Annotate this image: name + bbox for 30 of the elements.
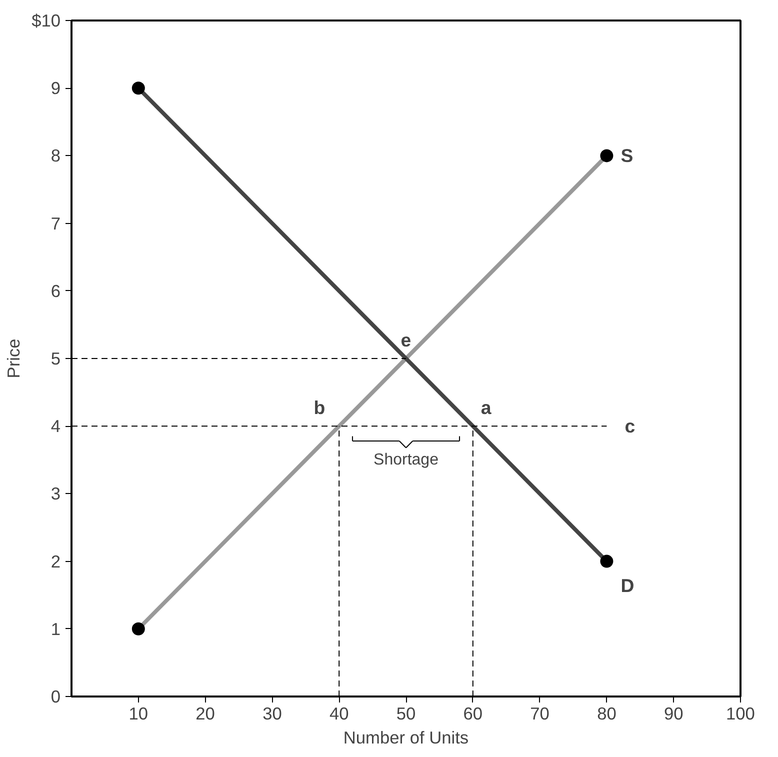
x-tick-label: 50 xyxy=(396,704,416,724)
y-tick-label: 8 xyxy=(50,146,61,166)
x-tick-label: 10 xyxy=(128,704,148,724)
annotation: c xyxy=(624,416,636,437)
y-tick-label: 9 xyxy=(50,78,61,98)
x-tick-label: 90 xyxy=(664,704,684,724)
y-tick-label: 2 xyxy=(50,551,61,572)
x-tick-label: 60 xyxy=(463,704,483,724)
annotation: Shortage xyxy=(374,452,439,469)
x-tick-label: 80 xyxy=(597,704,616,724)
x-tick-label: 100 xyxy=(726,704,755,724)
x-tick-label: 30 xyxy=(262,704,282,724)
x-tick-label: 20 xyxy=(196,704,215,724)
annotation: a xyxy=(480,397,492,418)
y-tick-label: 6 xyxy=(50,280,61,301)
x-tick-label: 40 xyxy=(329,704,349,724)
y-tick-label: $10 xyxy=(32,10,61,30)
x-tick-label: 70 xyxy=(530,704,550,724)
x-axis-title: Number of Units xyxy=(343,728,469,748)
y-axis-title: Price xyxy=(4,338,24,378)
y-tick-label: 3 xyxy=(50,484,61,504)
annotation: e xyxy=(400,330,412,350)
series-label: D xyxy=(620,574,634,596)
series-label: S xyxy=(620,145,634,166)
y-tick-label: 5 xyxy=(50,348,61,368)
y-tick-label: 1 xyxy=(50,618,61,639)
y-tick-label: 4 xyxy=(50,416,61,436)
y-tick-label: 7 xyxy=(50,213,61,234)
y-tick-label: 0 xyxy=(50,686,61,706)
annotation: b xyxy=(314,397,326,418)
